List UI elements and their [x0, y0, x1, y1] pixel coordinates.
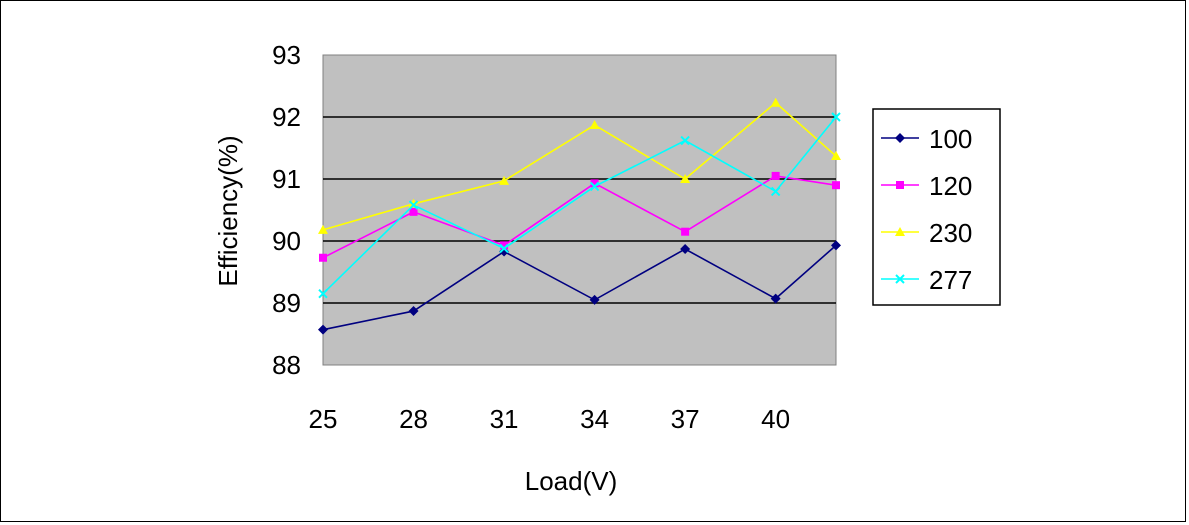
- legend-marker: [895, 274, 905, 284]
- data-point: [831, 151, 841, 161]
- data-point: [589, 294, 600, 305]
- data-point: [408, 306, 419, 317]
- legend-item-277: 277: [881, 265, 972, 295]
- data-point: [319, 253, 327, 262]
- gridlines: [323, 116, 836, 304]
- y-axis-label: Efficiency(%): [213, 135, 243, 286]
- x-tick-label: 28: [399, 404, 428, 434]
- data-point: [831, 112, 841, 122]
- legend-item-120: 120: [881, 171, 972, 201]
- data-point: [499, 175, 510, 185]
- data-point: [318, 224, 328, 234]
- legend-marker: [895, 133, 905, 143]
- data-point: [680, 174, 691, 183]
- series-120: [319, 171, 840, 262]
- legend-marker: [895, 227, 905, 236]
- legend-marker: [896, 181, 904, 189]
- y-tick-label: 93: [272, 40, 301, 70]
- legend-item-230: 230: [881, 218, 972, 248]
- x-tick-label: 25: [309, 404, 338, 434]
- legend-item-100: 100: [881, 124, 972, 154]
- y-tick-label: 90: [272, 226, 301, 256]
- data-point: [590, 179, 599, 188]
- data-point: [589, 120, 600, 130]
- y-tick-label: 91: [272, 164, 301, 194]
- data-point: [831, 240, 841, 251]
- data-point: [681, 227, 690, 236]
- data-point: [499, 243, 509, 254]
- data-point: [771, 171, 780, 180]
- data-point: [770, 97, 781, 107]
- data-point: [408, 200, 419, 210]
- y-tick-label: 92: [272, 102, 301, 132]
- x-axis-label: Load(V): [525, 466, 618, 496]
- data-point: [770, 186, 781, 197]
- legend-label: 100: [929, 124, 972, 154]
- y-tick-label: 88: [272, 350, 301, 380]
- data-point: [832, 181, 840, 190]
- x-tick-label: 31: [490, 404, 519, 434]
- y-tick-label: 89: [272, 288, 301, 318]
- plot-area: [322, 54, 837, 366]
- data-point: [318, 324, 328, 335]
- data-point: [770, 293, 781, 304]
- data-point: [589, 181, 600, 192]
- legend-label: 277: [929, 265, 972, 295]
- legend-label: 120: [929, 171, 972, 201]
- x-tick-labels: 25 28 31 34 37 40: [309, 404, 791, 434]
- data-point: [318, 288, 328, 299]
- data-point: [680, 135, 690, 146]
- data-point: [500, 241, 509, 250]
- data-point: [409, 207, 418, 216]
- x-tick-label: 40: [761, 404, 790, 434]
- legend-label: 230: [929, 218, 972, 248]
- series-277: [318, 112, 841, 299]
- x-tick-label: 37: [671, 404, 700, 434]
- y-tick-labels: 88 89 90 91 92 93: [272, 40, 301, 380]
- series-group: [318, 97, 841, 335]
- series-100: [318, 240, 841, 335]
- legend-box: [872, 108, 1001, 306]
- legend: 100 120 230 277: [872, 108, 1001, 306]
- legend-items: 100 120 230 277: [881, 124, 972, 295]
- x-tick-label: 34: [580, 404, 609, 434]
- data-point: [680, 244, 691, 255]
